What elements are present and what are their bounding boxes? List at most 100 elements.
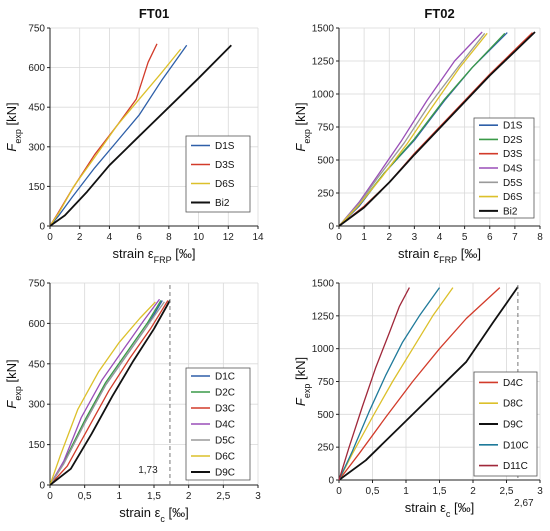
legend-label: D2S bbox=[503, 135, 523, 146]
legend-label: D4C bbox=[215, 420, 235, 431]
series-line-bi2 bbox=[338, 31, 536, 227]
legend-label: D3C bbox=[215, 404, 235, 415]
legend-label: D3S bbox=[503, 149, 523, 160]
chart-title: FT01 bbox=[139, 6, 169, 21]
x-tick-label: 1,5 bbox=[147, 491, 161, 502]
x-tick-label: 7 bbox=[512, 232, 518, 243]
series-line-d1s bbox=[49, 44, 188, 227]
x-axis-label: strain εFRP [‰] bbox=[398, 246, 481, 265]
legend-label: D1S bbox=[215, 141, 235, 152]
series-line-d5s bbox=[338, 32, 486, 227]
y-tick-label: 150 bbox=[28, 440, 45, 451]
x-tick-label: 6 bbox=[136, 232, 142, 243]
legend-label: D2C bbox=[215, 388, 235, 399]
y-tick-label: 750 bbox=[317, 123, 334, 134]
x-tick-label: 2 bbox=[386, 232, 392, 243]
y-tick-label: 750 bbox=[317, 377, 334, 388]
chart-panel-1: 0 2 4 6 8 10 12 14 0 150 300 450 600 750 FT01 strain εF… bbox=[4, 6, 264, 265]
x-axis-label: strain εFRP [‰] bbox=[112, 246, 195, 265]
x-tick-label: 10 bbox=[193, 232, 205, 243]
legend-label: D8C bbox=[503, 399, 523, 410]
x-tick-label: 4 bbox=[437, 232, 443, 243]
x-tick-label: 4 bbox=[107, 232, 113, 243]
legend-label: D6S bbox=[503, 192, 523, 203]
series-line-d8c bbox=[338, 287, 454, 481]
y-tick-label: 1000 bbox=[312, 344, 335, 355]
legend-label: D4S bbox=[503, 164, 523, 175]
y-axis-label: Fexp [kN] bbox=[4, 359, 23, 408]
y-axis-label: Fexp [kN] bbox=[293, 102, 312, 151]
series-line-d6c bbox=[49, 301, 156, 486]
x-tick-label: 3 bbox=[255, 491, 261, 502]
y-tick-label: 150 bbox=[28, 182, 45, 193]
x-tick-label: 8 bbox=[537, 232, 543, 243]
x-tick-label: 3 bbox=[412, 232, 418, 243]
x-tick-label: 2 bbox=[470, 486, 476, 497]
x-tick-label: 0,5 bbox=[366, 486, 380, 497]
y-tick-label: 250 bbox=[317, 189, 334, 200]
x-tick-label: 2,5 bbox=[500, 486, 514, 497]
legend-label: D11C bbox=[503, 461, 528, 472]
series-line-d3c bbox=[49, 300, 169, 486]
x-tick-label: 3 bbox=[537, 486, 543, 497]
y-tick-label: 750 bbox=[28, 24, 45, 35]
x-tick-label: 2 bbox=[186, 491, 192, 502]
legend-label: D10C bbox=[503, 440, 529, 451]
legend-box bbox=[185, 135, 251, 213]
x-tick-label: 0,5 bbox=[78, 491, 92, 502]
y-tick-label: 0 bbox=[328, 222, 334, 233]
x-tick-label: 6 bbox=[487, 232, 493, 243]
y-tick-label: 450 bbox=[28, 103, 45, 114]
legend-label: D5S bbox=[503, 178, 523, 189]
y-axis-label: Fexp [kN] bbox=[293, 357, 312, 406]
y-tick-label: 500 bbox=[317, 156, 334, 167]
x-axis-label: strain εc [‰] bbox=[405, 500, 475, 519]
x-axis-label: strain εc [‰] bbox=[119, 505, 189, 524]
legend-label: D6C bbox=[215, 452, 235, 463]
series-line-d4c bbox=[338, 287, 501, 481]
x-tick-label: 2 bbox=[77, 232, 83, 243]
y-tick-label: 500 bbox=[317, 410, 334, 421]
y-tick-label: 0 bbox=[328, 476, 334, 487]
x-tick-label: 0 bbox=[336, 232, 342, 243]
y-tick-label: 1500 bbox=[312, 279, 335, 290]
series-line-d11c bbox=[338, 287, 410, 481]
series-line-d9c bbox=[338, 286, 519, 481]
y-tick-label: 600 bbox=[28, 63, 45, 74]
legend-label: D6S bbox=[215, 179, 235, 190]
y-tick-label: 0 bbox=[39, 222, 45, 233]
y-tick-label: 250 bbox=[317, 443, 334, 454]
legend-label: D9C bbox=[215, 468, 235, 479]
series-line-d10c bbox=[338, 287, 441, 481]
legend-label: D5C bbox=[215, 436, 235, 447]
chart-title: FT02 bbox=[424, 6, 454, 21]
x-tick-label: 1 bbox=[361, 232, 367, 243]
x-tick-label: 12 bbox=[223, 232, 235, 243]
legend-label: D1C bbox=[215, 372, 235, 383]
chart-panel-2: 0 1 2 3 4 5 6 7 8 0 250 500 750 1000 1250 1500 FT02 strai… bbox=[293, 6, 543, 265]
series-line-d4c bbox=[49, 298, 161, 486]
y-tick-label: 1250 bbox=[312, 57, 335, 68]
y-axis-label: Fexp [kN] bbox=[4, 102, 23, 151]
x-tick-label: 8 bbox=[166, 232, 172, 243]
legend-label: D3S bbox=[215, 160, 235, 171]
x-tick-label: 1 bbox=[117, 491, 123, 502]
series-line-d6s bbox=[49, 48, 182, 227]
legend-label: D4C bbox=[503, 378, 523, 389]
x-tick-label: 1 bbox=[403, 486, 409, 497]
x-tick-label: 5 bbox=[462, 232, 468, 243]
series-line-d6s bbox=[338, 32, 488, 227]
legend-label: Bi2 bbox=[215, 198, 230, 209]
series-line-d5c bbox=[49, 301, 165, 486]
y-tick-label: 450 bbox=[28, 359, 45, 370]
y-tick-label: 1000 bbox=[312, 90, 335, 101]
annotation-label: 2,67 bbox=[514, 498, 534, 509]
y-tick-label: 1250 bbox=[312, 311, 335, 322]
x-tick-label: 1,5 bbox=[433, 486, 447, 497]
y-tick-label: 300 bbox=[28, 400, 45, 411]
x-tick-label: 14 bbox=[252, 232, 264, 243]
series-line-bi2 bbox=[49, 44, 232, 227]
y-tick-label: 1500 bbox=[312, 24, 335, 35]
y-tick-label: 0 bbox=[39, 481, 45, 492]
